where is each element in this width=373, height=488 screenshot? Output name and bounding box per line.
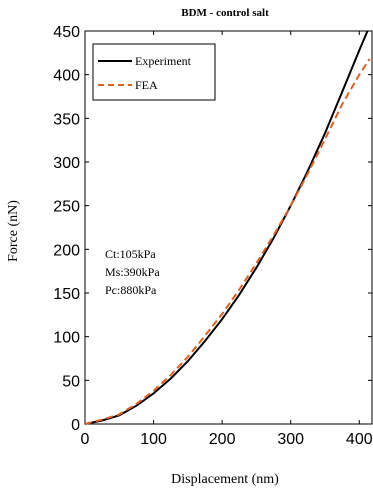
- legend-label-fea: FEA: [135, 78, 158, 92]
- x-tick-label: 400: [346, 431, 373, 448]
- y-tick-label: 450: [53, 24, 80, 41]
- x-ticks: 0 100 200 300 400: [81, 31, 373, 448]
- plot-frame: [84, 30, 373, 425]
- plot-area: 0 50 100 150 200 250 300 350 400 450 0 100 200 300 40…: [53, 24, 372, 448]
- series-lines: [84, 30, 371, 425]
- series-line-fea: [84, 58, 371, 425]
- y-tick-label: 0: [71, 417, 80, 434]
- y-axis-label: Force (nN): [6, 200, 21, 262]
- x-tick-label: 0: [81, 431, 90, 448]
- annotation-pc: Pc:880kPa: [105, 283, 157, 297]
- legend-label-experiment: Experiment: [135, 54, 192, 68]
- x-tick-label: 100: [140, 431, 167, 448]
- y-tick-label: 400: [53, 68, 80, 85]
- x-tick-label: 300: [277, 431, 304, 448]
- annotation-ms: Ms:390kPa: [105, 265, 160, 279]
- y-tick-label: 100: [53, 330, 80, 347]
- y-tick-label: 350: [53, 111, 80, 128]
- chart-title: BDM - control salt: [181, 7, 269, 19]
- annotation-ct: Ct:105kPa: [105, 247, 156, 261]
- legend-box: [92, 43, 216, 101]
- y-tick-label: 250: [53, 199, 80, 216]
- x-axis-label: Displacement (nm): [171, 472, 279, 487]
- y-tick-label: 200: [53, 242, 80, 259]
- x-tick-label: 200: [209, 431, 236, 448]
- series-line-experiment: [84, 30, 369, 425]
- annotation-block: Ct:105kPa Ms:390kPa Pc:880kPa: [105, 247, 160, 297]
- y-tick-label: 150: [53, 286, 80, 303]
- y-tick-label: 300: [53, 155, 80, 172]
- y-ticks: 0 50 100 150 200 250 300 350 400 450: [53, 24, 372, 434]
- y-tick-label: 50: [62, 373, 80, 390]
- legend: Experiment FEA: [92, 43, 216, 101]
